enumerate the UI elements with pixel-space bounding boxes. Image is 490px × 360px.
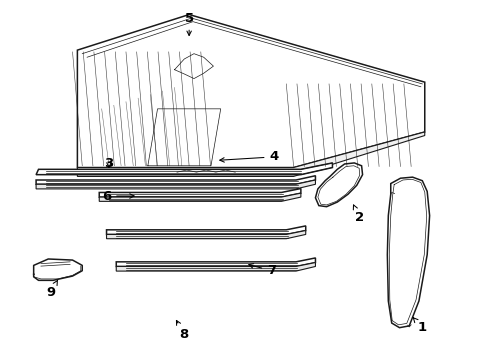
Text: 8: 8 (176, 320, 189, 341)
Text: 5: 5 (185, 12, 194, 36)
Polygon shape (106, 226, 306, 234)
Text: 7: 7 (249, 264, 276, 277)
Polygon shape (116, 258, 316, 266)
Polygon shape (316, 163, 363, 207)
Text: 1: 1 (413, 318, 427, 334)
Polygon shape (77, 132, 425, 176)
Text: 9: 9 (46, 280, 58, 298)
Polygon shape (99, 193, 301, 201)
Polygon shape (116, 262, 316, 271)
Polygon shape (106, 230, 306, 239)
Polygon shape (36, 163, 332, 175)
Polygon shape (99, 189, 301, 197)
Text: 4: 4 (220, 150, 279, 163)
Polygon shape (388, 177, 430, 328)
Text: 6: 6 (102, 189, 134, 203)
Polygon shape (77, 14, 425, 167)
Text: 3: 3 (104, 157, 114, 171)
Text: 2: 2 (353, 205, 364, 224)
Polygon shape (36, 176, 316, 184)
Polygon shape (36, 180, 316, 189)
